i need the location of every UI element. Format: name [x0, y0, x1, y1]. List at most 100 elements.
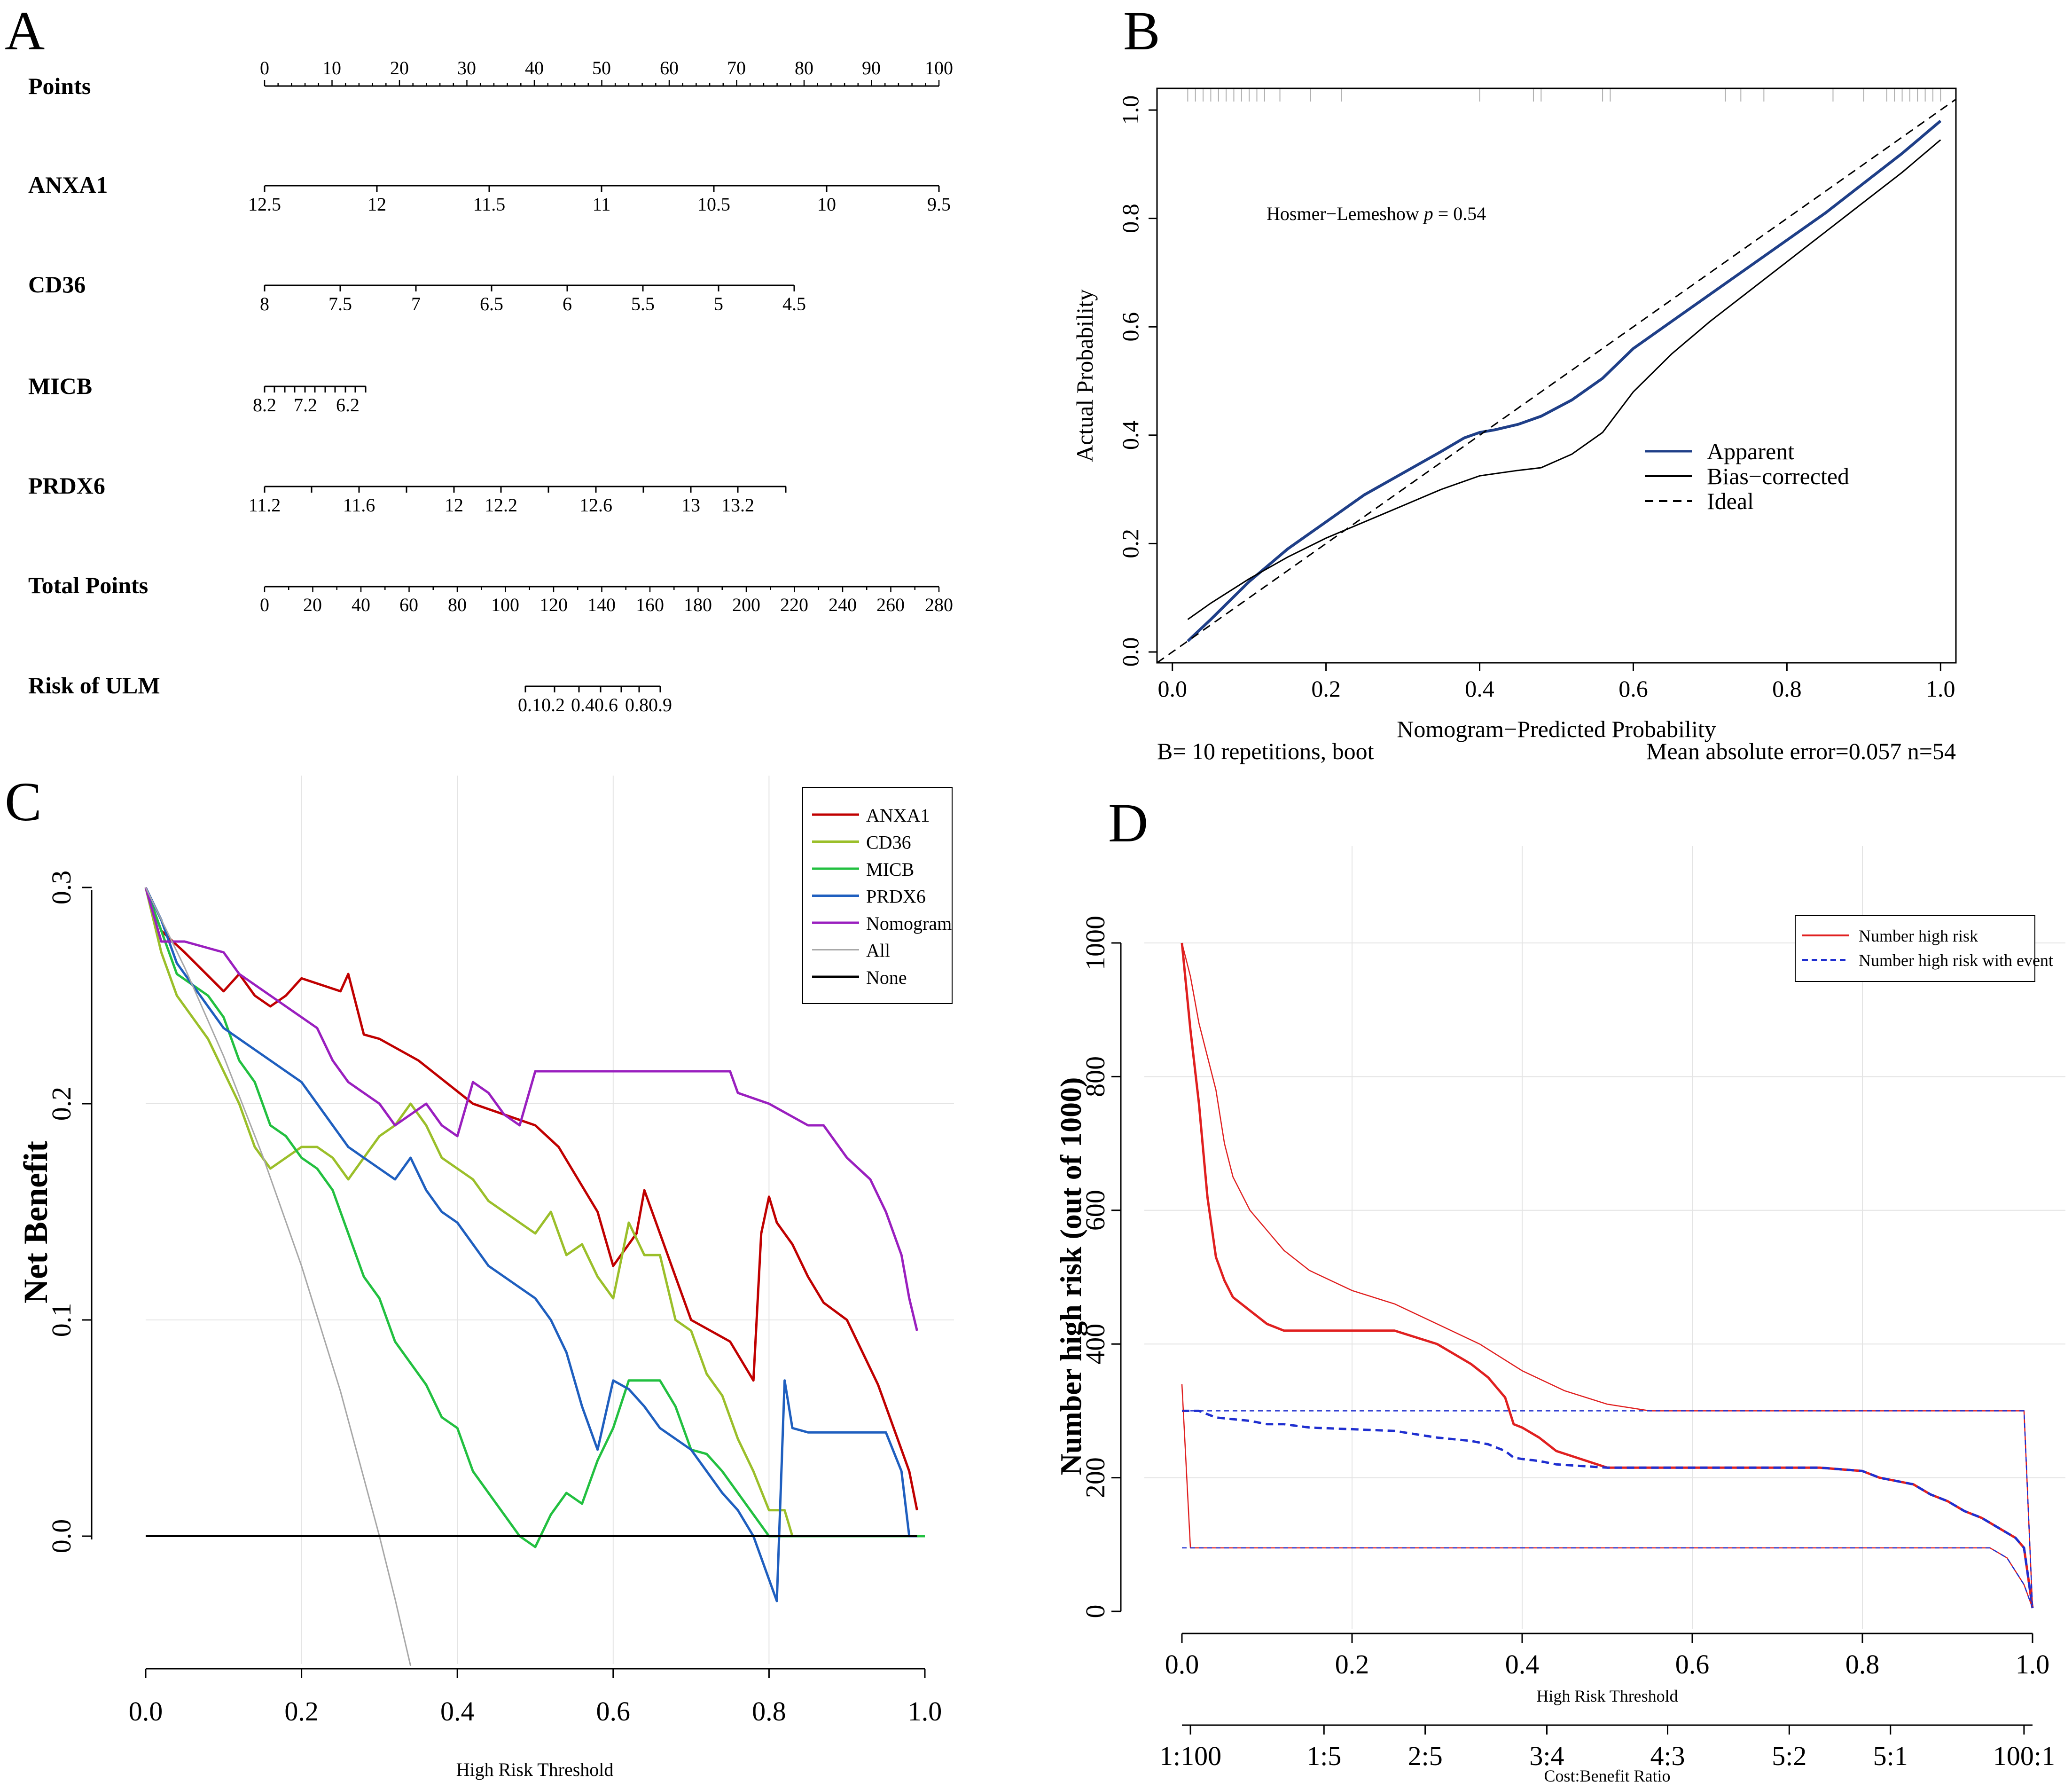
cd36-tick-label: 8 [260, 293, 269, 314]
dca-y-tick-label: 0.1 [46, 1303, 77, 1337]
calibration-x-label: Nomogram−Predicted Probability [1397, 716, 1716, 742]
hosmer-lemeshow-annotation: Hosmer−Lemeshow p = 0.54 [1267, 203, 1486, 224]
risk-axis [524, 685, 661, 692]
dca-x-tick-label: 0.0 [129, 1696, 163, 1727]
calibration-y-tick-label: 0.8 [1117, 204, 1143, 233]
cic-y-tick-label: 0 [1080, 1605, 1110, 1618]
total-points-tick-label: 180 [684, 594, 712, 615]
legend-label-bias-corrected: Bias−corrected [1707, 463, 1849, 489]
nomogram-panel: Points ANXA1 CD36 MICB PRDX6 Total Point… [28, 57, 953, 715]
hosmer-lemeshow-value: = 0.54 [1438, 203, 1486, 224]
total-points-tick-label: 200 [732, 594, 760, 615]
points-tick-label: 100 [925, 57, 953, 79]
hosmer-lemeshow-p: p [1423, 203, 1433, 224]
cic-x-ticks: 0.0 0.2 0.4 0.6 0.8 1.0 [1165, 1633, 2049, 1680]
total-points-minor-ticks [264, 587, 940, 592]
risk-tick-label: 0.80.9 [625, 694, 672, 715]
dca-x-tick-label: 0.6 [596, 1696, 631, 1727]
prdx6-axis [264, 486, 787, 493]
dca-legend-label-cd36: CD36 [866, 832, 911, 853]
dca-legend-label-nomogram: Nomogram [866, 913, 952, 934]
calibration-plot-frame [1156, 87, 1957, 664]
dca-legend: ANXA1 CD36 MICB PRDX6 Nomogram All None [802, 787, 953, 1004]
total-points-tick-label: 100 [491, 594, 519, 615]
calibration-series-ideal [1157, 98, 1956, 664]
panel-letter-b: B [1123, 0, 1160, 62]
cic-y-tick-label: 1000 [1080, 916, 1110, 970]
calibration-y-tick-label: 0.0 [1117, 637, 1143, 667]
points-tick-label: 70 [727, 57, 746, 79]
calibration-x-ticks: 0.0 0.2 0.4 0.6 0.8 1.0 [1157, 663, 1955, 702]
cic-ratio-tick-label: 4:3 [1650, 1741, 1685, 1771]
cic-ratio-ticks: 1:100 1:5 2:5 3:4 4:3 5:2 5:1 100:1 [1159, 1725, 2055, 1771]
dca-series-micb [144, 887, 925, 1548]
anxa1-tick-label: 12 [367, 194, 386, 215]
legend-label-apparent: Apparent [1707, 438, 1794, 464]
cic-series-thin-blue-upper [1182, 1410, 2033, 1608]
total-points-tick-label: 240 [829, 594, 857, 615]
cic-x-label: High Risk Threshold [1536, 1687, 1678, 1705]
dca-y-ticks: 0.0 0.1 0.2 0.3 [46, 871, 92, 1554]
calibration-panel: 0.0 0.2 0.4 0.6 0.8 1.0 0.0 0.2 0.4 0.6 0.8 1.0 Ho… [1071, 87, 1957, 764]
calibration-x-tick-label: 0.8 [1772, 675, 1802, 702]
cic-ratio-tick-label: 1:5 [1306, 1741, 1341, 1771]
points-tick-label: 30 [457, 57, 476, 79]
cic-ratio-tick-label: 5:2 [1772, 1741, 1806, 1771]
points-tick-label: 80 [795, 57, 813, 79]
dca-series-cd36 [144, 887, 794, 1537]
calibration-footer-left: B= 10 repetitions, boot [1157, 738, 1374, 764]
points-axis-labels: 0 10 20 30 40 50 60 70 80 90 100 [260, 57, 953, 79]
cd36-tick-label: 5.5 [631, 293, 655, 314]
anxa1-tick-label: 10.5 [697, 194, 730, 215]
calibration-legend: Apparent Bias−corrected Ideal [1645, 438, 1849, 514]
micb-axis [264, 385, 367, 393]
row-label-cd36: CD36 [28, 271, 86, 298]
dca-x-label: High Risk Threshold [456, 1759, 614, 1780]
dca-legend-label-prdx6: PRDX6 [866, 886, 926, 907]
prdx6-tick-label: 12.2 [485, 495, 517, 516]
cic-x-tick-label: 0.6 [1675, 1649, 1710, 1680]
risk-tick-label: 0.40.6 [571, 694, 618, 715]
dca-y-tick-label: 0.0 [46, 1519, 77, 1554]
legend-label-ideal: Ideal [1707, 488, 1754, 514]
points-tick-label: 90 [862, 57, 881, 79]
cic-ratio-tick-label: 2:5 [1408, 1741, 1443, 1771]
calibration-x-tick-label: 0.4 [1465, 675, 1494, 702]
total-points-tick-label: 120 [540, 594, 568, 615]
cic-legend-box [1795, 915, 2035, 982]
total-points-tick-label: 60 [399, 594, 418, 615]
prdx6-tick-label: 12.6 [579, 495, 612, 516]
row-label-risk-of-ulm: Risk of ULM [28, 672, 160, 699]
calibration-lines [1157, 98, 1956, 664]
dca-x-tick-label: 1.0 [908, 1696, 942, 1727]
dca-y-tick-label: 0.3 [46, 871, 77, 905]
total-points-tick-label: 20 [303, 594, 322, 615]
row-label-points: Points [28, 73, 91, 99]
calibration-x-tick-label: 0.6 [1619, 675, 1648, 702]
cic-ratio-tick-label: 1:100 [1159, 1741, 1221, 1771]
cd36-tick-label: 4.5 [782, 293, 806, 314]
calibration-footer-right: Mean absolute error=0.057 n=54 [1646, 738, 1956, 764]
cic-ratio-label: Cost:Benefit Ratio [1544, 1766, 1671, 1785]
row-label-micb: MICB [28, 373, 92, 399]
calibration-x-tick-label: 0.0 [1157, 675, 1187, 702]
panel-letter-a: A [5, 0, 45, 62]
dca-lines [144, 887, 925, 1666]
calibration-x-tick-label: 0.2 [1311, 675, 1341, 702]
prdx6-tick-label: 12 [445, 495, 463, 516]
dca-x-tick-label: 0.2 [284, 1696, 319, 1727]
total-points-tick-label: 220 [780, 594, 808, 615]
micb-tick-label: 7.2 [294, 394, 317, 416]
points-tick-label: 50 [592, 57, 611, 79]
micb-tick-label: 6.2 [336, 394, 360, 416]
points-tick-label: 10 [322, 57, 341, 79]
anxa1-tick-label: 12.5 [248, 194, 281, 215]
points-tick-label: 40 [525, 57, 544, 79]
prdx6-tick-label: 11.2 [249, 495, 281, 516]
dca-y-tick-label: 0.2 [46, 1087, 77, 1121]
calibration-y-label: Actual Probability [1071, 289, 1098, 462]
calibration-y-tick-label: 0.4 [1117, 421, 1143, 450]
clinical-impact-panel: 0.0 0.2 0.4 0.6 0.8 1.0 0 200 400 600 800 1000 Num… [1054, 846, 2065, 1785]
points-tick-label: 60 [660, 57, 679, 79]
calibration-y-tick-label: 1.0 [1117, 95, 1143, 125]
